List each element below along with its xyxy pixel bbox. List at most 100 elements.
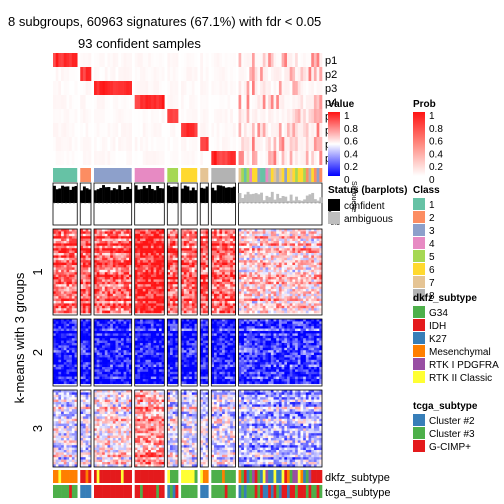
- heatmap-cell: [186, 257, 190, 261]
- heatmap-cell: [284, 253, 288, 256]
- heatmap-cell: [230, 236, 234, 239]
- heatmap-cell: [265, 231, 269, 235]
- heatmap-cell: [214, 331, 217, 334]
- heatmap-cell: [66, 305, 70, 309]
- heatmap-cell: [222, 310, 226, 314]
- heatmap-cell: [257, 298, 261, 302]
- heatmap-cell: [140, 265, 144, 268]
- prob-cell: [241, 123, 245, 137]
- heatmap-cell: [219, 326, 223, 329]
- heatmap-cell: [308, 310, 312, 314]
- heatmap-cell: [257, 321, 261, 325]
- heatmap-cell: [102, 319, 106, 322]
- heatmap-cell: [300, 243, 304, 247]
- heatmap-cell: [308, 243, 312, 247]
- heatmap-cell: [241, 243, 245, 247]
- heatmap-cell: [85, 243, 89, 247]
- heatmap-cell: [85, 301, 89, 304]
- prob-cell: [99, 123, 103, 137]
- heatmap-cell: [53, 245, 56, 249]
- heatmap-cell: [82, 229, 86, 232]
- heatmap-cell: [153, 262, 157, 266]
- heatmap-cell: [80, 243, 84, 247]
- prob-cell: [150, 81, 154, 95]
- heatmap-cell: [243, 338, 247, 341]
- heatmap-cell: [123, 231, 127, 235]
- heatmap-cell: [55, 272, 59, 275]
- heatmap-cell: [308, 340, 312, 344]
- heatmap-cell: [297, 279, 301, 283]
- prob-cell: [181, 67, 185, 81]
- prob-cell: [148, 81, 152, 95]
- heatmap-cell: [289, 265, 293, 268]
- heatmap-cell: [241, 321, 245, 325]
- heatmap-cell: [202, 250, 206, 254]
- heatmap-cell: [265, 281, 269, 285]
- heatmap-cell: [308, 296, 312, 299]
- heatmap-cell: [175, 250, 179, 254]
- heatmap-cell: [241, 260, 245, 263]
- heatmap-cell: [58, 245, 62, 249]
- heatmap-cell: [142, 281, 146, 285]
- heatmap-cell: [53, 321, 56, 325]
- heatmap-cell: [289, 333, 293, 337]
- class-cell: [268, 168, 272, 182]
- heatmap-cell: [202, 248, 206, 251]
- heatmap-cell: [262, 253, 266, 256]
- heatmap-cell: [241, 340, 245, 344]
- heatmap-cell: [80, 286, 84, 290]
- heatmap-cell: [158, 328, 162, 332]
- heatmap-cell: [74, 331, 78, 334]
- heatmap-cell: [281, 272, 285, 275]
- heatmap-cell: [134, 319, 138, 322]
- prob-cell: [181, 81, 185, 95]
- prob-cell: [270, 137, 274, 151]
- heatmap-cell: [265, 229, 269, 232]
- heatmap-cell: [88, 326, 92, 329]
- heatmap-cell: [284, 319, 288, 322]
- heatmap-cell: [102, 269, 106, 273]
- heatmap-cell: [241, 281, 245, 285]
- prob-cell: [58, 95, 62, 109]
- heatmap-cell: [134, 333, 138, 337]
- heatmap-cell: [292, 265, 296, 268]
- heatmap-cell: [53, 340, 56, 344]
- heatmap-cell: [292, 308, 296, 311]
- silhouette-bar: [129, 188, 132, 203]
- heatmap-cell: [96, 238, 100, 242]
- heatmap-cell: [300, 293, 304, 297]
- heatmap-cell: [189, 257, 193, 261]
- heatmap-cell: [158, 310, 162, 314]
- heatmap-cell: [287, 308, 290, 311]
- heatmap-cell: [153, 236, 157, 239]
- heatmap-cell: [153, 335, 157, 339]
- heatmap-cell: [186, 229, 190, 232]
- heatmap-cell: [161, 243, 165, 247]
- heatmap-cell: [270, 262, 274, 266]
- chart-title: 8 subgroups, 60963 signatures (67.1%) wi…: [8, 14, 321, 29]
- prob-cell: [112, 137, 116, 151]
- heatmap-cell: [104, 245, 108, 249]
- heatmap-cell: [194, 333, 198, 337]
- prob-cell: [222, 137, 226, 151]
- heatmap-cell: [246, 326, 250, 329]
- silhouette-bar: [254, 193, 258, 203]
- heatmap-cell: [94, 305, 97, 309]
- heatmap-cell: [186, 267, 190, 271]
- heatmap-cell: [191, 308, 195, 311]
- heatmap-cell: [238, 340, 242, 344]
- heatmap-cell: [175, 255, 179, 259]
- heatmap-cell: [110, 305, 114, 309]
- heatmap-cell: [297, 293, 301, 297]
- heatmap-cell: [118, 323, 122, 327]
- heatmap-cell: [260, 236, 264, 239]
- heatmap-cell: [227, 255, 231, 259]
- heatmap-cell: [63, 305, 67, 309]
- heatmap-cell: [82, 267, 86, 271]
- heatmap-cell: [270, 269, 274, 273]
- heatmap-cell: [104, 289, 108, 292]
- heatmap-cell: [265, 255, 269, 259]
- prob-cell: [313, 151, 317, 165]
- heatmap-cell: [189, 236, 193, 239]
- prob-cell: [276, 151, 280, 165]
